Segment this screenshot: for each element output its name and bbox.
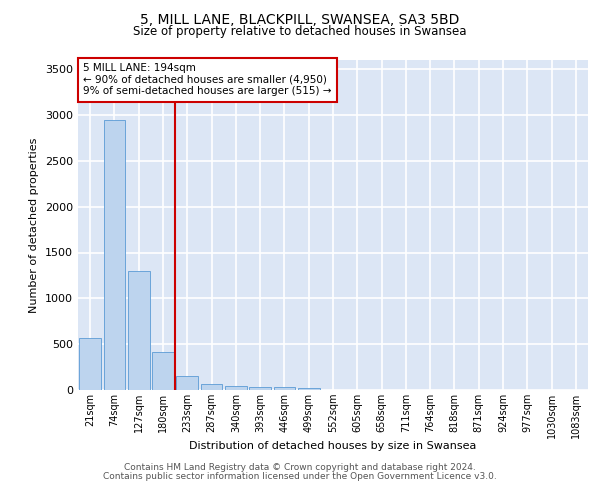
Bar: [104, 120, 125, 390]
Bar: [128, 271, 149, 390]
X-axis label: Distribution of detached houses by size in Swansea: Distribution of detached houses by size …: [190, 441, 476, 451]
Y-axis label: Number of detached properties: Number of detached properties: [29, 138, 40, 312]
Bar: [176, 376, 198, 390]
Bar: [200, 384, 223, 390]
Text: 5, MILL LANE, BLACKPILL, SWANSEA, SA3 5BD: 5, MILL LANE, BLACKPILL, SWANSEA, SA3 5B…: [140, 12, 460, 26]
Bar: [274, 387, 295, 390]
Text: Contains public sector information licensed under the Open Government Licence v3: Contains public sector information licen…: [103, 472, 497, 481]
Bar: [152, 352, 174, 390]
Bar: [225, 386, 247, 390]
Bar: [298, 388, 320, 390]
Text: Contains HM Land Registry data © Crown copyright and database right 2024.: Contains HM Land Registry data © Crown c…: [124, 464, 476, 472]
Bar: [79, 338, 101, 390]
Bar: [249, 387, 271, 390]
Text: 5 MILL LANE: 194sqm
← 90% of detached houses are smaller (4,950)
9% of semi-deta: 5 MILL LANE: 194sqm ← 90% of detached ho…: [83, 64, 332, 96]
Text: Size of property relative to detached houses in Swansea: Size of property relative to detached ho…: [133, 25, 467, 38]
